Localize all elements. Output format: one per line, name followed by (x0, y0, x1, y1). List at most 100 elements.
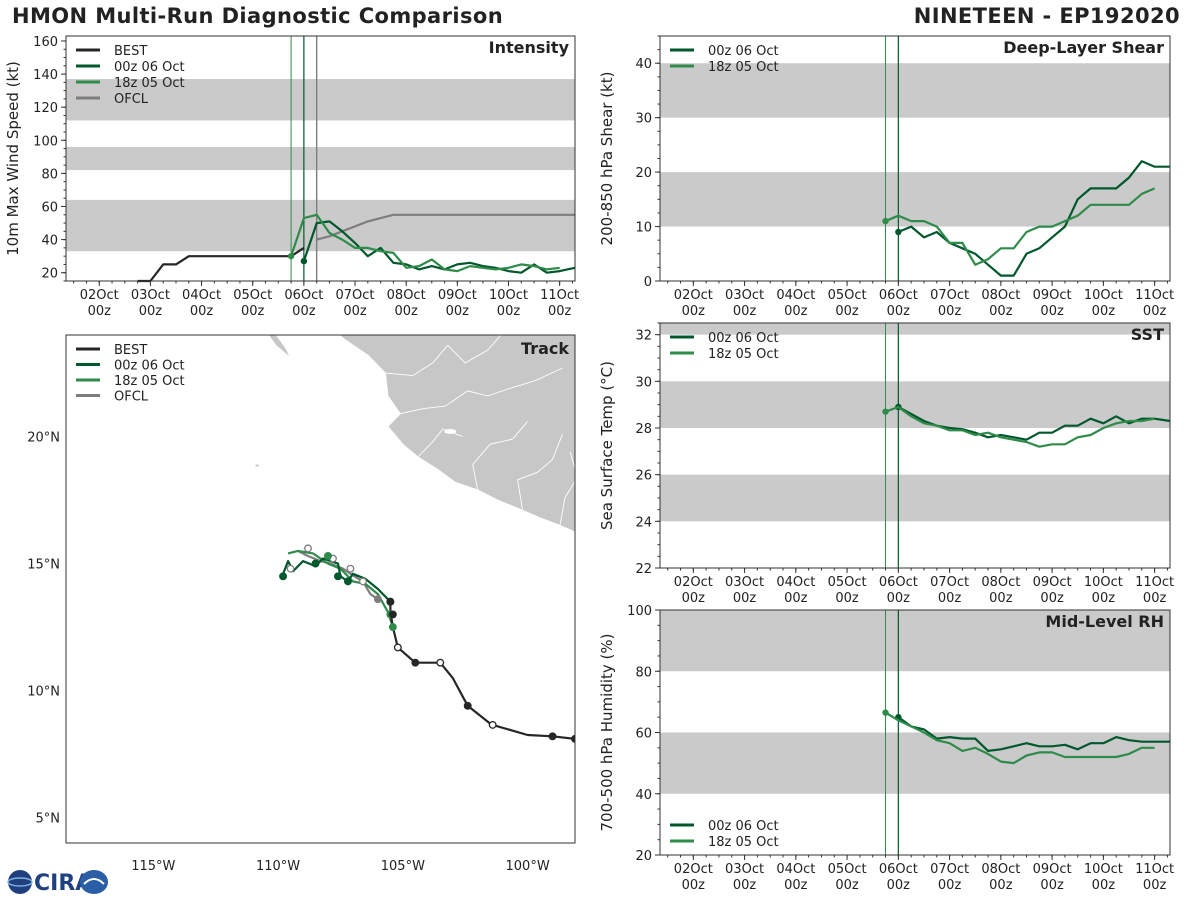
rh-xtick-label: 03Oct (725, 862, 764, 877)
track-point (334, 572, 342, 581)
track-title: Track (521, 339, 569, 358)
intensity-xtick-label: 03Oct (131, 288, 170, 303)
rh-xtick-sublabel: 00z (682, 878, 706, 893)
track-series-ofcl (297, 549, 379, 601)
intensity-xtick-label: 04Oct (182, 288, 221, 303)
rh-xtick-sublabel: 00z (733, 878, 757, 893)
track-point (311, 559, 320, 568)
track-point (548, 732, 557, 741)
sst-xtick-sublabel: 00z (733, 591, 757, 606)
rh-xtick-sublabel: 00z (1040, 878, 1064, 893)
rh-series-18z-05-oct (884, 711, 1155, 765)
sst-xtick-label: 08Oct (981, 575, 1020, 590)
shear-xtick-sublabel: 00z (733, 304, 757, 319)
rh-series-start-point (882, 709, 889, 716)
track-legend-label: OFCL (114, 390, 149, 405)
shear-xtick-sublabel: 00z (784, 304, 808, 319)
intensity-xtick-sublabel: 00z (292, 304, 316, 319)
intensity-series-00z-06-oct (302, 220, 576, 274)
shear-title: Deep-Layer Shear (1003, 38, 1164, 57)
logo-globe-icon (8, 870, 32, 894)
intensity-xtick-label: 07Oct (336, 288, 375, 303)
rh-legend-label: 00z 06 Oct (708, 819, 779, 834)
sst-xtick-sublabel: 00z (784, 591, 808, 606)
rh-xtick-label: 04Oct (776, 862, 815, 877)
intensity-ytick-label: 120 (33, 101, 58, 116)
sst-series-18z-05-oct (885, 405, 1155, 448)
intensity-band-0 (66, 199, 575, 252)
intensity-ylabel: 10m Max Wind Speed (kt) (4, 61, 22, 256)
shear-xtick-label: 06Oct (879, 288, 918, 303)
shear-xtick-label: 04Oct (776, 288, 815, 303)
track-ytick-label: 5°N (36, 812, 61, 827)
track-legend-label: 00z 06 Oct (114, 359, 185, 374)
sst-legend-label: 18z 05 Oct (708, 347, 779, 362)
logo-wave-icon (83, 878, 105, 885)
intensity-xtick-label: 09Oct (438, 288, 477, 303)
intensity-xtick-sublabel: 00z (139, 304, 163, 319)
rh-ylabel: 700-500 hPa Humidity (%) (598, 633, 616, 831)
intensity-xtick-label: 05Oct (233, 288, 272, 303)
shear-ytick-label: 40 (635, 57, 652, 72)
rh-xtick-label: 10Oct (1084, 862, 1123, 877)
intensity-xtick-label: 06Oct (284, 288, 323, 303)
sst-xtick-label: 11Oct (1135, 575, 1174, 590)
track-point (343, 577, 352, 586)
intensity-legend-label: 18z 05 Oct (114, 76, 185, 91)
island-revillagigedo (255, 464, 259, 467)
sst-xtick-sublabel: 00z (682, 591, 706, 606)
intensity-frame (65, 35, 576, 282)
intensity-legend-label: 00z 06 Oct (114, 60, 185, 75)
figure-title-left: HMON Multi-Run Diagnostic Comparison (12, 4, 504, 28)
sst-ylabel: Sea Surface Temp (°C) (598, 361, 616, 530)
rh-xtick-label: 09Oct (1033, 862, 1072, 877)
shear-ytick-label: 20 (635, 166, 652, 181)
track-point (346, 564, 355, 573)
track-point (373, 595, 382, 604)
rh-series-00z-06-oct (897, 716, 1170, 753)
rh-xtick-sublabel: 00z (784, 878, 808, 893)
rh-ytick-label: 20 (635, 849, 652, 864)
shear-xtick-label: 07Oct (930, 288, 969, 303)
intensity-band-2 (66, 79, 575, 121)
intensity-xtick-label: 08Oct (387, 288, 426, 303)
sst-xtick-sublabel: 00z (887, 591, 911, 606)
rh-ytick-label: 60 (635, 727, 652, 742)
track-series-best (389, 601, 575, 740)
rh-xtick-sublabel: 00z (1092, 878, 1116, 893)
logo-orbit-icon (7, 877, 33, 887)
sst-ytick-label: 32 (635, 329, 652, 344)
track-ytick-label: 15°N (27, 558, 60, 573)
rh-ytick-label: 40 (635, 788, 652, 803)
track-point (488, 720, 497, 729)
intensity-ytick-label: 100 (33, 134, 58, 149)
intensity-xtick-label: 11Oct (540, 288, 579, 303)
intensity-xtick-sublabel: 00z (241, 304, 265, 319)
rh-xtick-label: 02Oct (674, 862, 713, 877)
track-legend-label: 18z 05 Oct (114, 374, 185, 389)
figure-title-right: NINETEEN - EP192020 (913, 4, 1180, 28)
rh-xtick-label: 08Oct (981, 862, 1020, 877)
track-point (411, 658, 420, 667)
track-point (436, 658, 445, 667)
shear-xtick-sublabel: 00z (938, 304, 962, 319)
intensity-ytick-label: 140 (33, 68, 58, 83)
track-point (279, 572, 288, 581)
intensity-ytick-label: 40 (41, 234, 58, 249)
shear-xtick-label: 10Oct (1084, 288, 1123, 303)
sst-xtick-label: 07Oct (930, 575, 969, 590)
intensity-legend-label: BEST (114, 44, 147, 59)
sst-ytick-label: 24 (635, 515, 652, 530)
intensity-xtick-sublabel: 00z (394, 304, 418, 319)
track-point (393, 643, 402, 652)
lake-chapala (444, 429, 457, 435)
state-border-7 (447, 335, 502, 364)
sst-band-0 (660, 474, 1170, 522)
rh-xtick-sublabel: 00z (887, 878, 911, 893)
intensity-xtick-sublabel: 00z (343, 304, 367, 319)
shear-xtick-label: 03Oct (725, 288, 764, 303)
intensity-xtick-sublabel: 00z (548, 304, 572, 319)
shear-xtick-label: 11Oct (1135, 288, 1174, 303)
intensity-ytick-label: 80 (41, 167, 58, 182)
